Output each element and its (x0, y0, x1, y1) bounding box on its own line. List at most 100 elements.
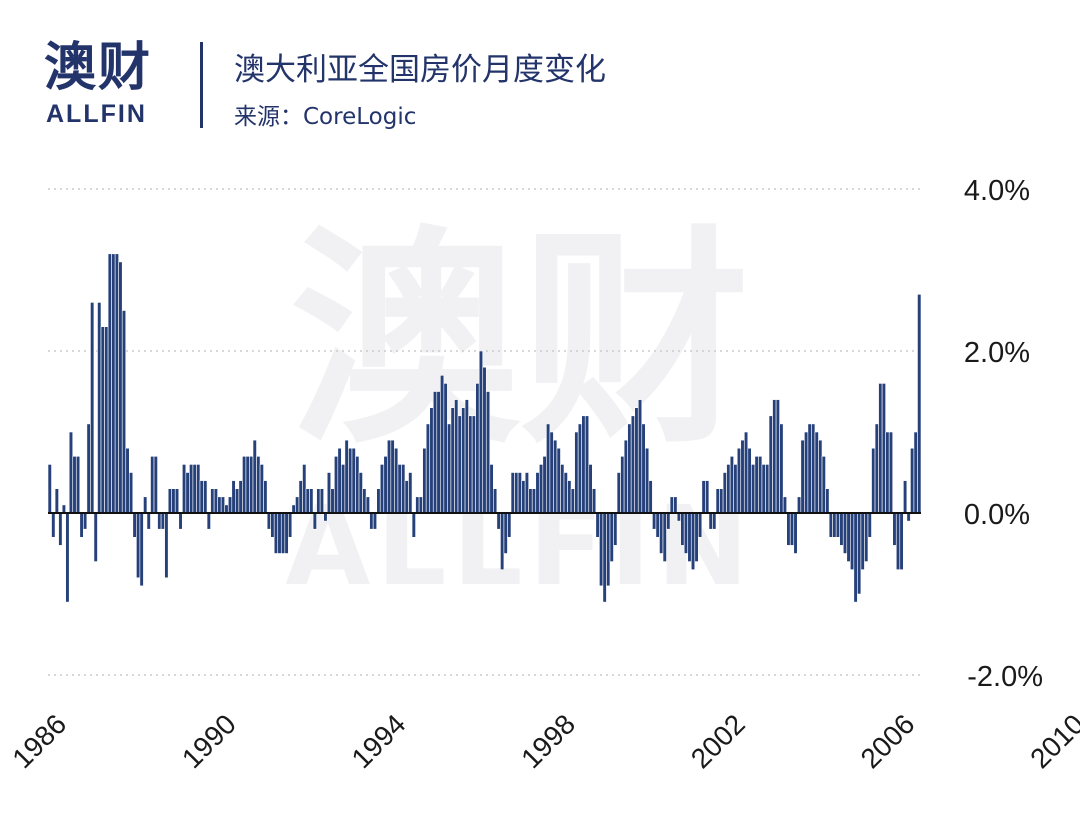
bar (425, 423, 431, 514)
bar (496, 512, 501, 530)
bar (316, 488, 321, 514)
bar (192, 464, 197, 514)
bar (344, 439, 349, 514)
bar (411, 512, 416, 538)
bar (864, 512, 869, 562)
bar (846, 512, 851, 562)
bar (90, 302, 95, 514)
x-tick-label: 1990 (176, 708, 242, 774)
brand-logo-chinese: 澳财 (44, 38, 153, 98)
bar (464, 399, 469, 514)
bar (376, 488, 381, 514)
bar (676, 512, 681, 522)
bar (842, 512, 848, 554)
bar (747, 447, 752, 514)
chart-title: 澳大利亚全国房价月度变化 (234, 52, 606, 88)
bar (500, 512, 505, 571)
bar (652, 512, 657, 530)
bar (58, 512, 63, 546)
bar (365, 496, 370, 514)
bar (602, 512, 607, 603)
bar (867, 512, 872, 538)
bar (832, 512, 837, 538)
bar (835, 512, 840, 538)
bar (641, 423, 646, 514)
bar (708, 512, 713, 530)
bar (266, 512, 271, 530)
bar (531, 488, 537, 514)
bar (775, 399, 780, 514)
bar (468, 415, 473, 514)
bar (613, 512, 618, 546)
bar (351, 447, 356, 514)
bar (796, 496, 802, 514)
bar (821, 455, 826, 514)
bar (270, 512, 275, 538)
bar (698, 512, 703, 538)
bar (888, 431, 894, 514)
bar (630, 415, 636, 514)
bar (182, 464, 187, 514)
bar (645, 447, 650, 514)
bar (348, 447, 353, 514)
y-tick-label: 2.0% (964, 337, 1030, 369)
bar (164, 512, 169, 579)
bar (189, 464, 194, 514)
bar (288, 512, 293, 538)
bar (736, 447, 742, 514)
bar (139, 512, 144, 587)
bar (892, 512, 897, 546)
bar (79, 512, 84, 538)
bar (383, 455, 388, 514)
bar (729, 455, 734, 514)
bar (330, 488, 335, 514)
bar (263, 480, 268, 514)
bar (560, 464, 565, 514)
bar (440, 374, 445, 514)
bar (517, 472, 522, 514)
bar (535, 472, 540, 514)
bar (203, 480, 208, 514)
bar (220, 496, 226, 514)
bar (666, 512, 671, 530)
bar (355, 455, 360, 514)
y-axis-labels: 4.0% 2.0% 0.0% -2.0% (964, 175, 1043, 693)
bar (680, 512, 685, 546)
bar (899, 512, 904, 571)
x-tick-label: 2006 (855, 708, 921, 774)
bar (906, 512, 911, 522)
bar (326, 472, 332, 514)
bar (758, 455, 763, 514)
bar (910, 447, 915, 514)
bar (740, 439, 745, 514)
bar (811, 423, 816, 514)
bar (153, 455, 158, 514)
bar (800, 439, 805, 514)
x-tick-label: 2002 (685, 708, 751, 774)
bar (386, 439, 392, 514)
y-tick-label: 4.0% (964, 175, 1030, 207)
bar (556, 447, 561, 514)
bar (616, 472, 621, 514)
bar (584, 415, 590, 514)
bar (217, 496, 222, 514)
bar (828, 512, 833, 538)
bar (786, 512, 791, 546)
bar (341, 464, 346, 514)
bar (245, 455, 250, 514)
bar (804, 431, 809, 514)
bar (125, 447, 130, 514)
bar (319, 488, 324, 514)
bar (712, 512, 717, 530)
bar (514, 472, 519, 514)
bar (107, 253, 112, 514)
bar (235, 488, 240, 514)
bar (93, 512, 98, 562)
bar (878, 383, 883, 514)
bar (655, 512, 660, 538)
x-axis-labels: 198619901994199820022006201020142018 (6, 708, 1080, 774)
bar (97, 302, 102, 514)
bar (839, 512, 844, 546)
bar (726, 464, 731, 514)
bar (825, 488, 830, 514)
